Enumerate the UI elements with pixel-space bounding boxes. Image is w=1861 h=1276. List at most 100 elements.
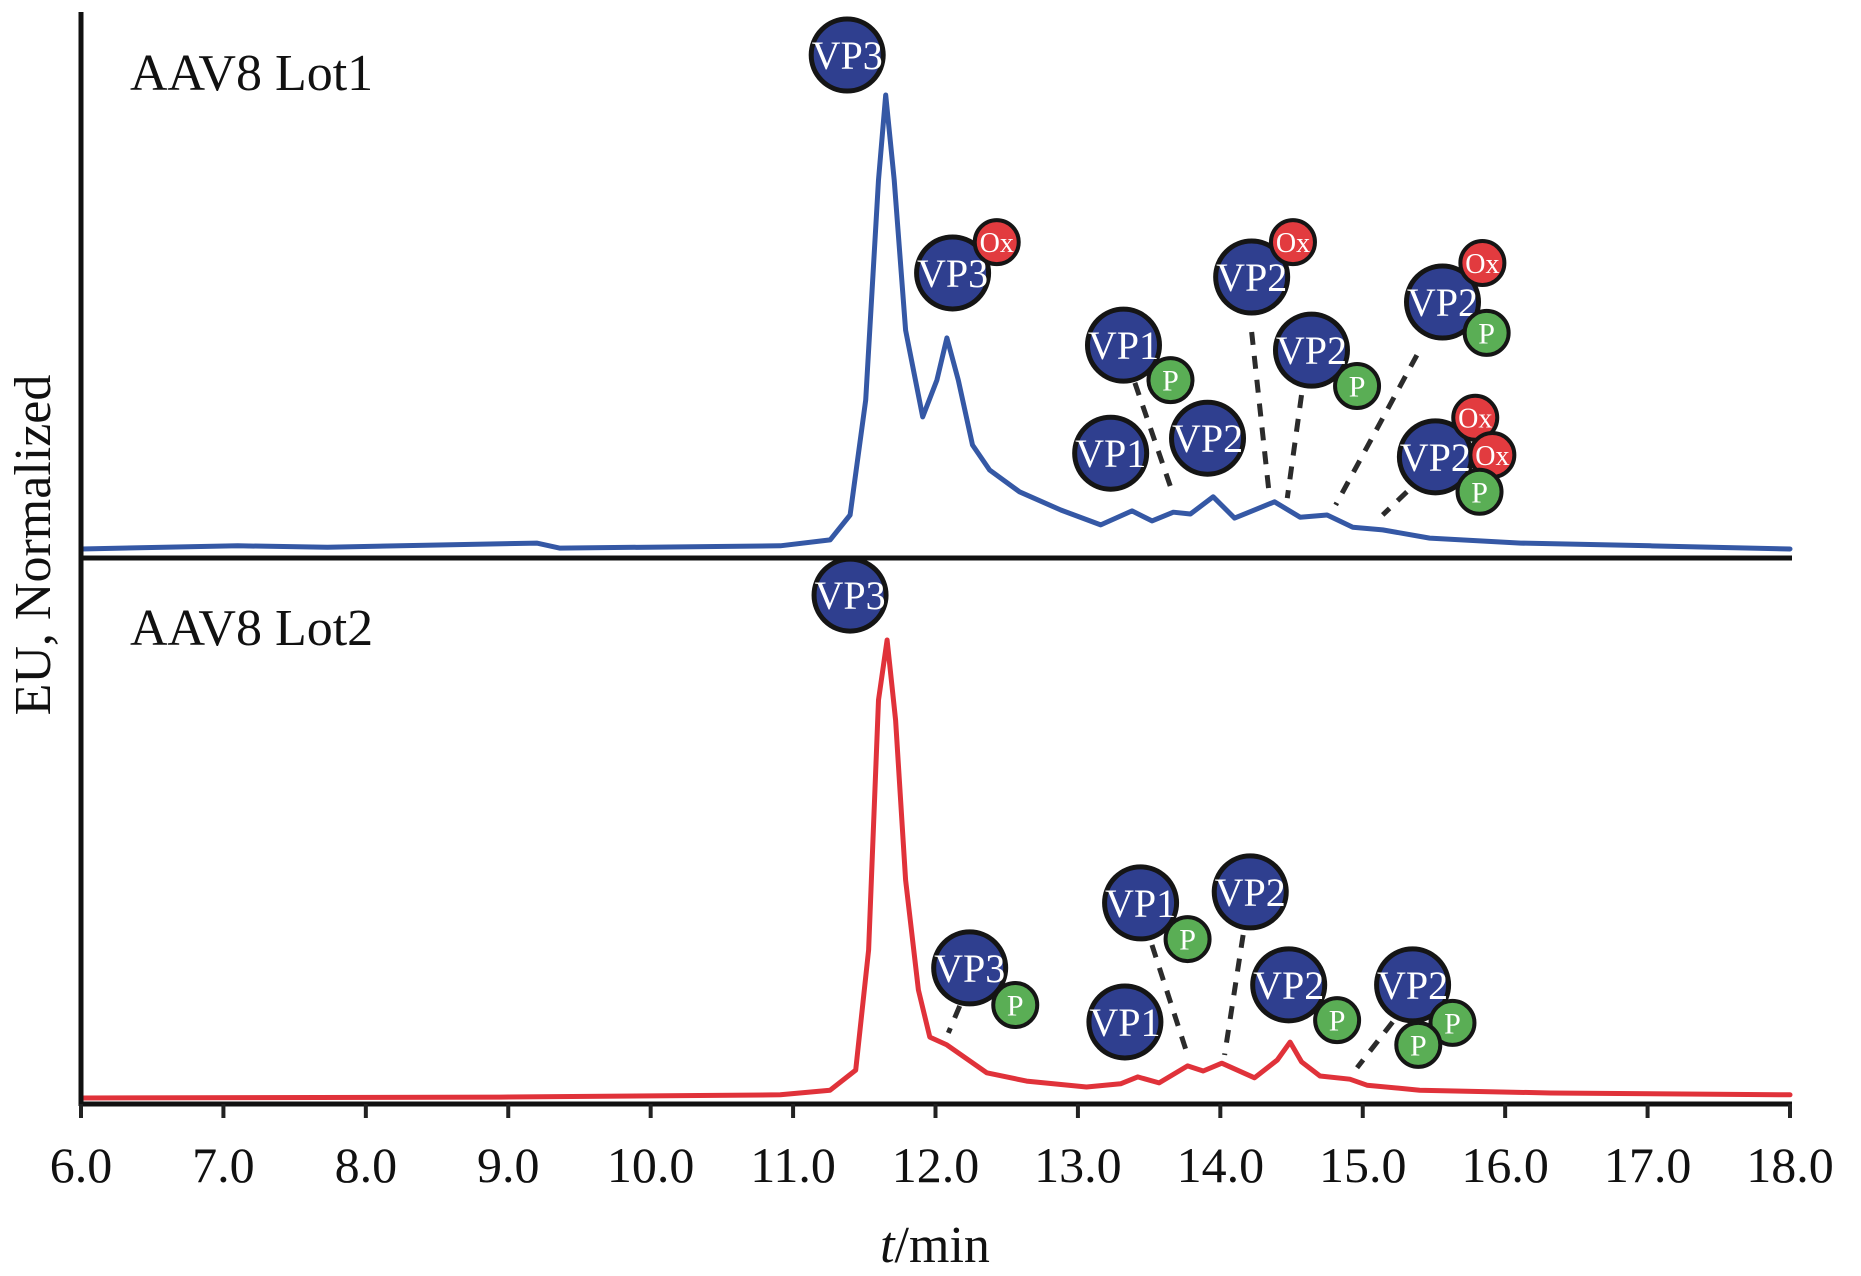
vp-circle-icon — [1084, 306, 1162, 384]
vp-label: VP2 — [1276, 328, 1347, 373]
leader-dashed-line — [1149, 944, 1190, 1056]
p-label: P — [1329, 1005, 1346, 1038]
vp-circle-icon — [1404, 263, 1482, 341]
annotation-lot2-vp3: VP3 — [811, 556, 889, 634]
annotation-lot1-vp2: VP2 — [1169, 399, 1247, 477]
vp-circle-icon — [1211, 853, 1289, 931]
p-circle-icon — [1163, 915, 1212, 964]
x-tick-label: 8.0 — [335, 1137, 398, 1193]
ox-circle-icon — [1268, 218, 1317, 267]
ox-label: Ox — [1276, 228, 1310, 259]
vp-circle-icon — [1102, 864, 1180, 942]
p-label: P — [1162, 365, 1179, 398]
p-circle-icon — [991, 981, 1040, 1030]
vp-circle-icon — [1374, 946, 1452, 1024]
annotation-lot1-vp1: VP1 — [1072, 414, 1150, 492]
leader-dashed-line — [1222, 934, 1246, 1056]
vp-label: VP3 — [934, 946, 1005, 991]
vp-label: VP2 — [1253, 963, 1324, 1008]
vp-circle-icon — [1072, 414, 1150, 492]
vp-circle-icon — [931, 929, 1009, 1007]
x-tick-label: 6.0 — [50, 1137, 113, 1193]
p-label: P — [1471, 476, 1488, 509]
x-tick-label: 10.0 — [607, 1137, 695, 1193]
p-circle-icon — [1394, 1020, 1443, 1069]
vp-circle-icon — [914, 234, 992, 312]
ox-label: Ox — [980, 228, 1014, 259]
leader-dashed-line — [946, 1004, 963, 1034]
vp-circle-icon — [808, 16, 886, 94]
x-tick-label: 15.0 — [1319, 1137, 1407, 1193]
vp-label: VP3 — [812, 33, 883, 78]
ox-label: Ox — [1458, 404, 1492, 435]
panel-label-lot2: AAV8 Lot2 — [130, 600, 373, 657]
leader-dashed-line — [1284, 394, 1304, 499]
vp-circle-icon — [1250, 946, 1328, 1024]
annotation-lot1-vp3: VP3 — [808, 16, 886, 94]
vp-label: VP1 — [1089, 1000, 1160, 1045]
x-tick-label: 9.0 — [477, 1137, 540, 1193]
vp-label: VP1 — [1075, 431, 1146, 476]
x-tick-label: 17.0 — [1604, 1137, 1692, 1193]
vp-circle-icon — [1169, 399, 1247, 477]
leader-dashed-line — [1132, 382, 1176, 496]
vp-label: VP2 — [1407, 280, 1478, 325]
vp-label: VP1 — [1105, 881, 1176, 926]
p-circle-icon — [1146, 356, 1195, 405]
vp-label: VP2 — [1377, 963, 1448, 1008]
vp-label: VP2 — [1172, 416, 1243, 461]
y-axis-label: EU, Normalized — [5, 375, 62, 716]
x-tick-label: 12.0 — [892, 1137, 980, 1193]
x-axis-label: t/min — [880, 1217, 990, 1274]
series-line-lot1 — [78, 92, 1793, 552]
leader-dashed-line — [1355, 1020, 1395, 1070]
series-line-lot2 — [78, 637, 1793, 1101]
panel-label-lot1: AAV8 Lot1 — [130, 45, 373, 102]
p-label: P — [1478, 317, 1495, 350]
leader-dashed-line — [1333, 353, 1420, 507]
x-tick-label: 18.0 — [1746, 1137, 1834, 1193]
ox-circle-icon — [1458, 238, 1507, 287]
p-circle-icon — [1428, 998, 1477, 1047]
x-axis-ticks: 6.0 7.0 8.0 9.0 10.0 11.0 12.0 13.0 14.0 15.0 16.0… — [50, 1104, 1834, 1193]
ox-label: Ox — [1465, 249, 1499, 280]
annotation-lot2-vp2: VP2 — [1211, 853, 1289, 931]
vp-label: VP2 — [1215, 870, 1286, 915]
vp-label: VP1 — [1088, 323, 1159, 368]
p-circle-icon — [1313, 996, 1362, 1045]
vp-label: VP3 — [917, 251, 988, 296]
vp-label: VP3 — [814, 573, 885, 618]
leader-dashed-line — [1249, 331, 1272, 491]
leader-layer — [946, 331, 1420, 1070]
x-tick-label: 13.0 — [1034, 1137, 1122, 1193]
p-label: P — [1444, 1007, 1461, 1040]
x-tick-label: 16.0 — [1461, 1137, 1549, 1193]
p-label: P — [1349, 371, 1366, 404]
ox-circle-icon — [972, 218, 1021, 267]
annotation-lot2-vp1: VP1 — [1086, 983, 1164, 1061]
vp-label: VP2 — [1216, 255, 1287, 300]
vp-label: VP2 — [1400, 435, 1471, 480]
leader-dashed-line — [1380, 489, 1409, 517]
p-circle-icon — [1455, 467, 1504, 516]
p-circle-icon — [1462, 308, 1511, 357]
x-axis-label-italic: t — [880, 1217, 896, 1274]
vp-circle-icon — [1213, 238, 1291, 316]
x-axis-label-unit: /min — [895, 1217, 990, 1274]
p-label: P — [1007, 990, 1024, 1023]
p-label: P — [1179, 924, 1196, 957]
vp-circle-icon — [1086, 983, 1164, 1061]
x-tick-label: 11.0 — [750, 1137, 836, 1193]
p-label: P — [1410, 1029, 1427, 1062]
